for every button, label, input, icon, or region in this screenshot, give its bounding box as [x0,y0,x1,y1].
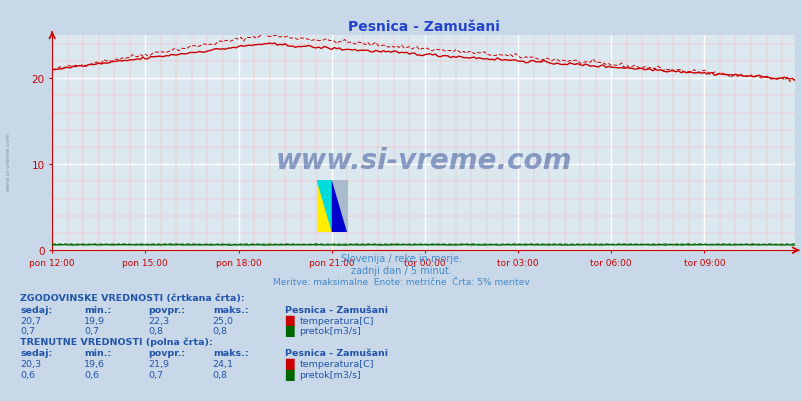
Text: TRENUTNE VREDNOSTI (polna črta):: TRENUTNE VREDNOSTI (polna črta): [20,336,213,346]
Text: pretok[m3/s]: pretok[m3/s] [299,326,361,335]
Bar [317,180,332,233]
Text: 0,7: 0,7 [20,326,35,335]
Text: 20,7: 20,7 [20,316,41,325]
Text: █: █ [285,325,294,336]
Text: 0,6: 0,6 [84,370,99,379]
Text: 19,6: 19,6 [84,360,105,369]
Text: sedaj:: sedaj: [20,305,52,314]
Text: 21,9: 21,9 [148,360,169,369]
Text: www.si-vreme.com: www.si-vreme.com [275,146,571,174]
Text: 0,6: 0,6 [20,370,35,379]
Title: Pesnica - Zamušani: Pesnica - Zamušani [347,20,499,34]
Text: █: █ [285,315,294,326]
Text: █: █ [285,369,294,380]
Text: min.:: min.: [84,348,111,357]
Text: www.si-vreme.com: www.si-vreme.com [6,131,10,190]
Text: povpr.:: povpr.: [148,348,185,357]
Text: Pesnica - Zamušani: Pesnica - Zamušani [285,305,387,314]
Text: 25,0: 25,0 [213,316,233,325]
Polygon shape [332,180,347,233]
Text: 0,8: 0,8 [213,370,228,379]
Text: █: █ [285,358,294,369]
Text: Pesnica - Zamušani: Pesnica - Zamušani [285,348,387,357]
Text: 0,8: 0,8 [213,326,228,335]
Text: 0,7: 0,7 [148,370,164,379]
Text: 22,3: 22,3 [148,316,169,325]
Text: zadnji dan / 5 minut.: zadnji dan / 5 minut. [350,265,452,275]
Text: 0,8: 0,8 [148,326,164,335]
Text: ZGODOVINSKE VREDNOSTI (črtkana črta):: ZGODOVINSKE VREDNOSTI (črtkana črta): [20,293,245,302]
Polygon shape [317,180,332,233]
Text: temperatura[C]: temperatura[C] [299,316,374,325]
Text: maks.:: maks.: [213,348,248,357]
Text: 20,3: 20,3 [20,360,41,369]
Text: maks.:: maks.: [213,305,248,314]
Polygon shape [332,180,347,233]
Text: povpr.:: povpr.: [148,305,185,314]
Text: pretok[m3/s]: pretok[m3/s] [299,370,361,379]
Text: sedaj:: sedaj: [20,348,52,357]
Text: min.:: min.: [84,305,111,314]
Text: 24,1: 24,1 [213,360,233,369]
Text: 0,7: 0,7 [84,326,99,335]
Text: Meritve: maksimalne  Enote: metrične  Črta: 5% meritev: Meritve: maksimalne Enote: metrične Črta… [273,278,529,287]
Text: temperatura[C]: temperatura[C] [299,360,374,369]
Text: 19,9: 19,9 [84,316,105,325]
Text: Slovenija / reke in morje.: Slovenija / reke in morje. [341,253,461,263]
